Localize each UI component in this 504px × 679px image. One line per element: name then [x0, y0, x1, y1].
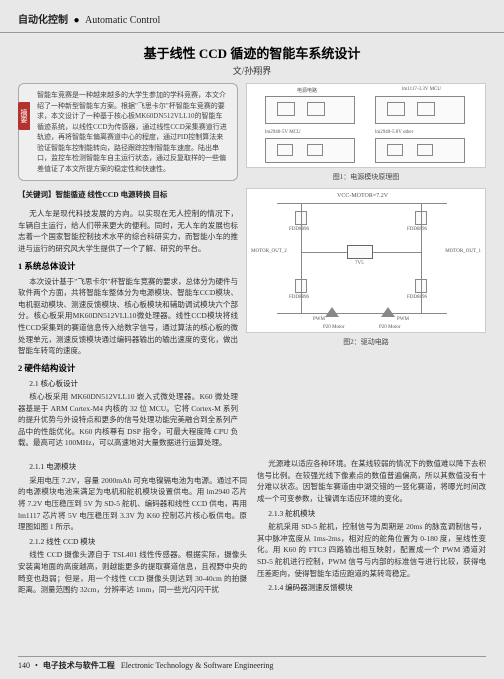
s213-h: 2.1.3 舵机模块	[257, 508, 486, 520]
category-cn: 自动化控制	[18, 15, 68, 26]
category-en: Automatic Control	[85, 15, 160, 26]
page-title: 基于线性 CCD 循迹的智能车系统设计	[0, 43, 504, 62]
section-2-heading: 2 硬件结构设计	[18, 362, 238, 374]
s212-p: 线性 CCD 摄像头源自于 TSL401 线性传感器。根据实际，摄像头安装离地面…	[18, 549, 247, 596]
s211-p2: 光源难以适应各种环境。在某线较弱的情况下的数值难以降下去积信号比例。在较强光线下…	[257, 458, 486, 505]
s2-1-heading: 2.1 核心板设计	[18, 378, 238, 389]
s211-p: 采用电压 7.2V，容量 2000mAh 可充电镍镉电池为电源。通过不同的电源模…	[18, 475, 247, 533]
s211-h: 2.1.1 电源模块	[18, 461, 247, 473]
footer: 140 • 电子技术与软件工程 Electronic Technology & …	[18, 656, 486, 671]
s213-p: 舵机采用 SD-5 舵机，控制信号为周期是 20ms 的脉宽调制信号，其中脉冲宽…	[257, 521, 486, 579]
bullet: ●	[74, 15, 80, 26]
s212-h: 2.1.2 线性 CCD 模块	[18, 536, 247, 548]
s1-para: 本次设计基于"飞思卡尔"杯智能车竞赛的要求，总体分为硬件与软件两个方面，共将智能…	[18, 276, 238, 357]
abstract-box: 摘要 智能车竞赛是一种越来越多的大学生参加的学科竞赛，本文介绍了一种新型智能车方…	[18, 83, 238, 181]
fig2-caption: 图2：驱动电路	[246, 337, 486, 347]
s214-h: 2.1.4 编码器测速反馈模块	[257, 582, 486, 594]
author: 文/孙翔界	[0, 64, 504, 77]
section-1-heading: 1 系统总体设计	[18, 260, 238, 272]
figure-2: VCC-MOTOR=7.2V MOTOR_OUT_2 MOTOR_OUT_1 F…	[246, 188, 486, 333]
abstract-text: 智能车竞赛是一种越来越多的大学生参加的学科竞赛，本文介绍了一种新型智能车方案。根…	[37, 91, 227, 173]
s2-1-para: 核心板采用 MK60DN512VLL10 嵌入式微处理器。K60 微处理器基是于…	[18, 391, 238, 449]
fig1-caption: 图1：电源模块原理图	[246, 172, 486, 182]
abstract-tab: 摘要	[18, 102, 30, 130]
keywords: 【关键词】智能循迹 线性CCD 电源转换 目标	[18, 189, 238, 200]
figure-1: 电源电路 lm1117-3.3V MCU lm2940-5V MCU lm294…	[246, 83, 486, 168]
intro-para: 无人车是现代科技发展的方向。以实现在无人控制的情况下，车辆自主运行，给人们带来更…	[18, 208, 238, 255]
